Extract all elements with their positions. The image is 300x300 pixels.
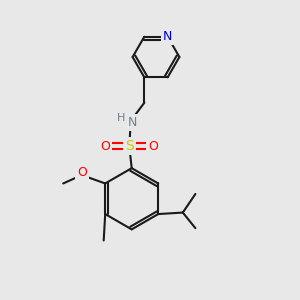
Text: H: H (117, 113, 125, 123)
Text: O: O (77, 167, 87, 179)
Text: S: S (125, 139, 134, 153)
Text: N: N (128, 116, 138, 129)
Text: O: O (101, 140, 110, 153)
Text: O: O (148, 140, 158, 153)
Text: N: N (163, 30, 172, 43)
